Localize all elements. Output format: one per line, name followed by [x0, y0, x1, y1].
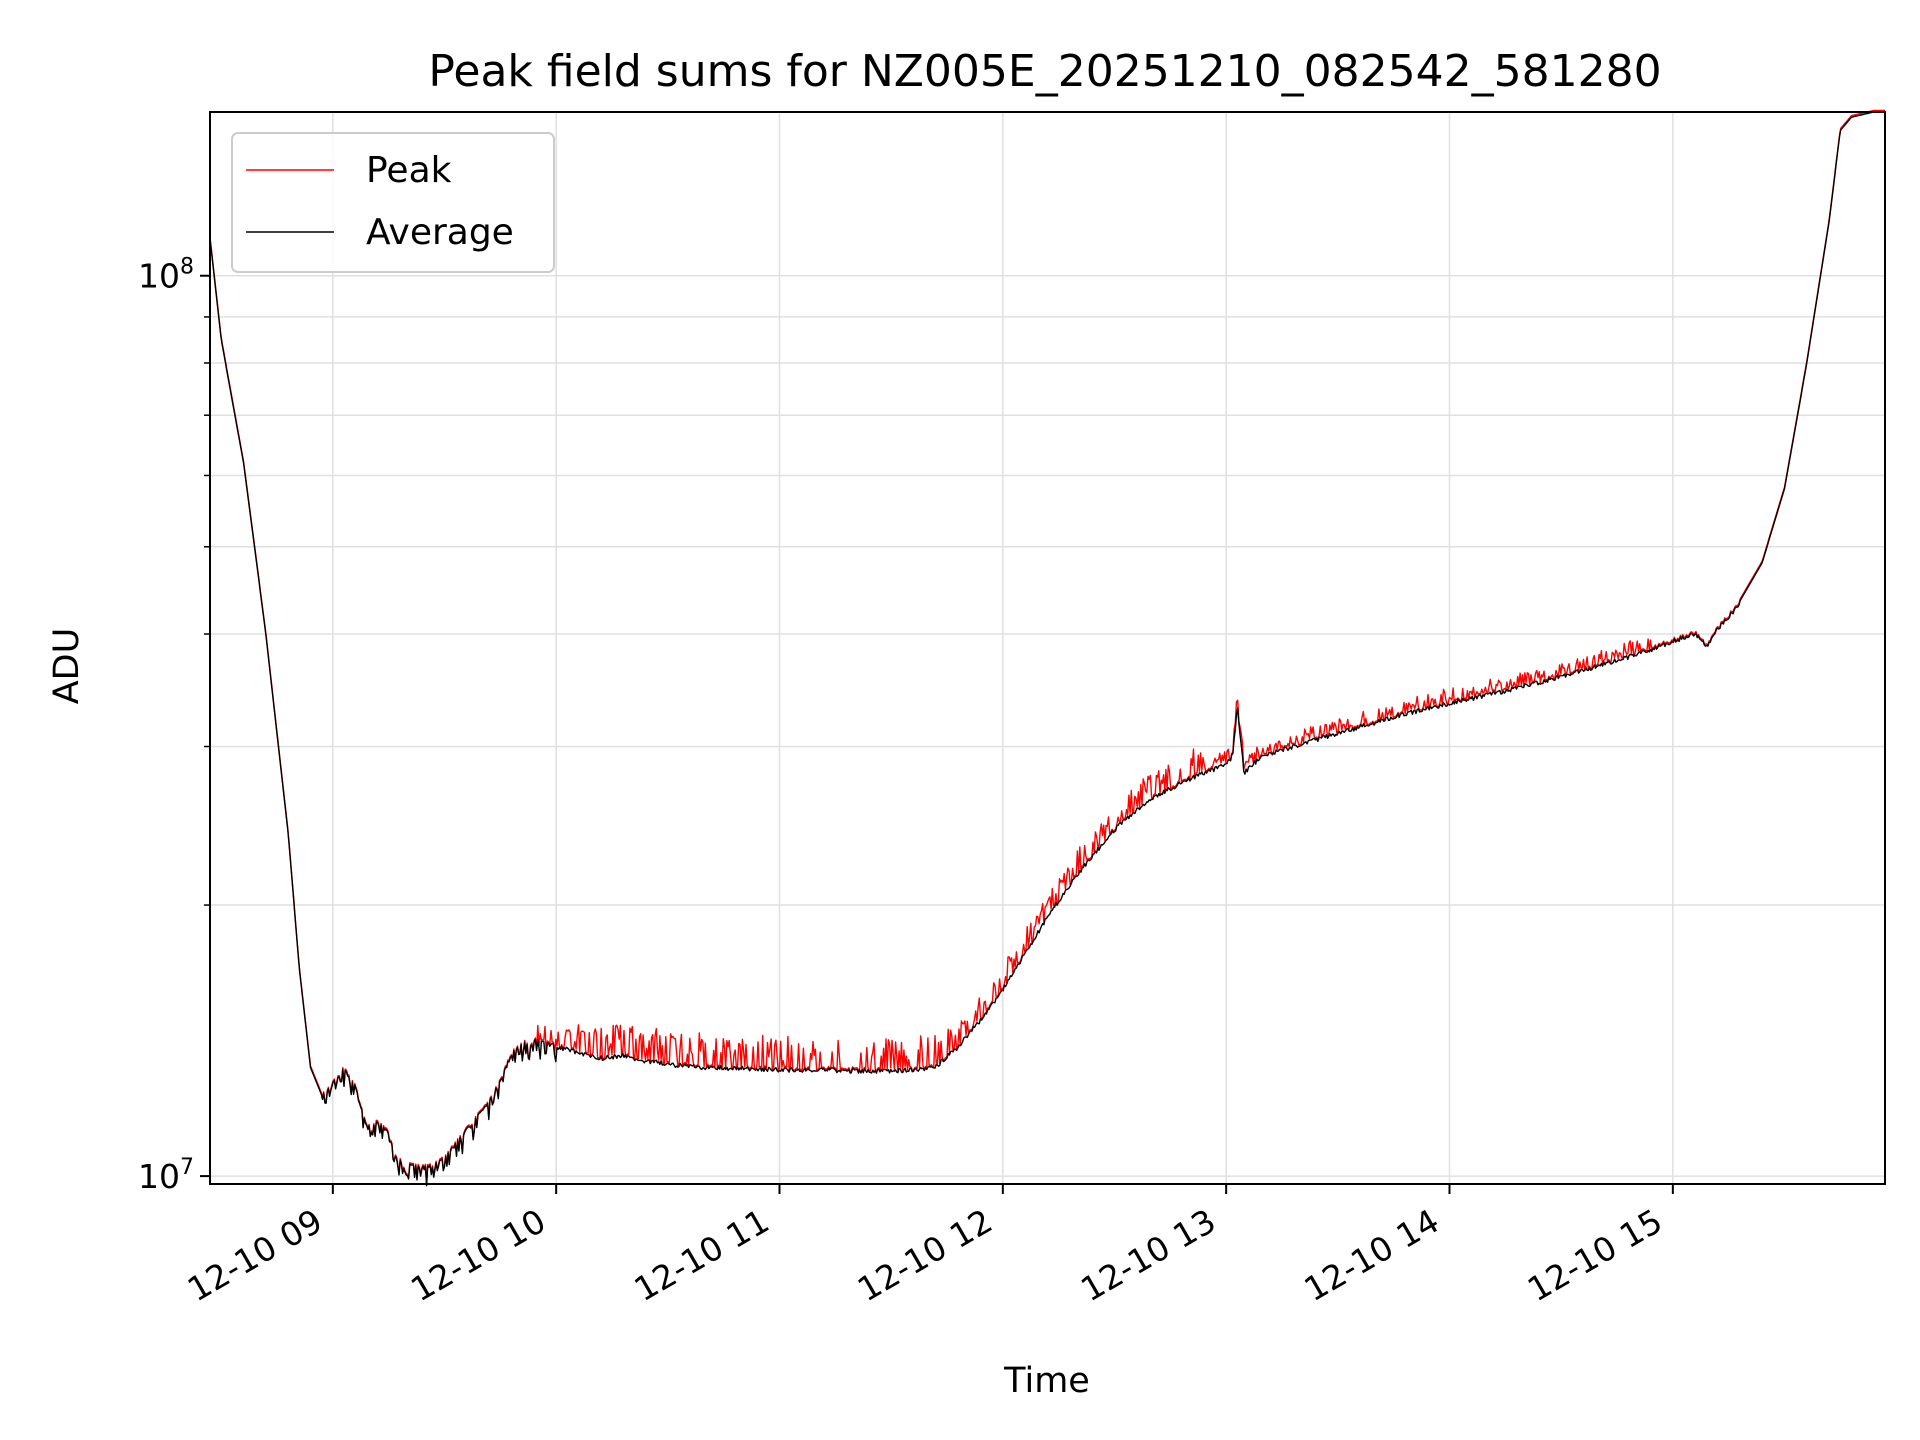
legend-label-average: Average [366, 212, 514, 253]
legend-box [231, 132, 555, 273]
series-line-average [209, 111, 1885, 1187]
legend-label-peak: Peak [366, 150, 452, 191]
x-axis-label: Time [1003, 1361, 1090, 1401]
plot-frame [209, 111, 1886, 1185]
y-tick-label: 108 [138, 255, 194, 296]
chart-title: Peak field sums for NZ005E_20251210_0825… [428, 46, 1661, 97]
grid [210, 112, 1885, 1184]
legend: Peak Average [231, 132, 555, 273]
y-axis-label: ADU [47, 628, 87, 705]
plot-series [209, 109, 1885, 1187]
y-tick-label: 107 [138, 1155, 194, 1196]
